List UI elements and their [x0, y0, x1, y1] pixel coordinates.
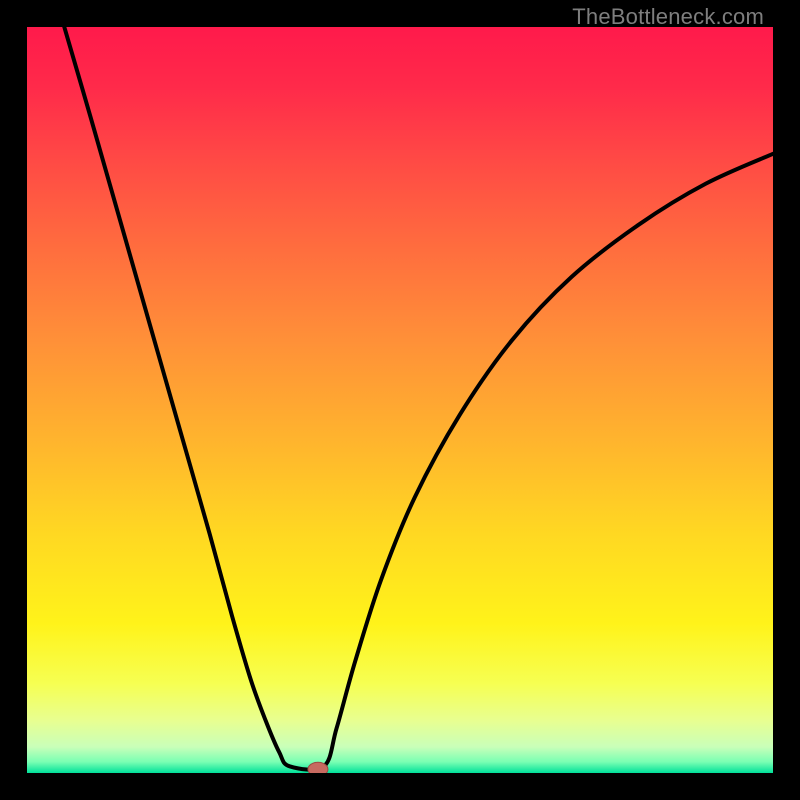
plot-area [27, 27, 773, 773]
chart-root: TheBottleneck.com [0, 0, 800, 800]
optimum-marker-icon [308, 762, 328, 773]
chart-frame [0, 0, 800, 800]
bottleneck-curve [64, 27, 773, 770]
watermark-text: TheBottleneck.com [572, 4, 764, 30]
curve-layer [27, 27, 773, 773]
